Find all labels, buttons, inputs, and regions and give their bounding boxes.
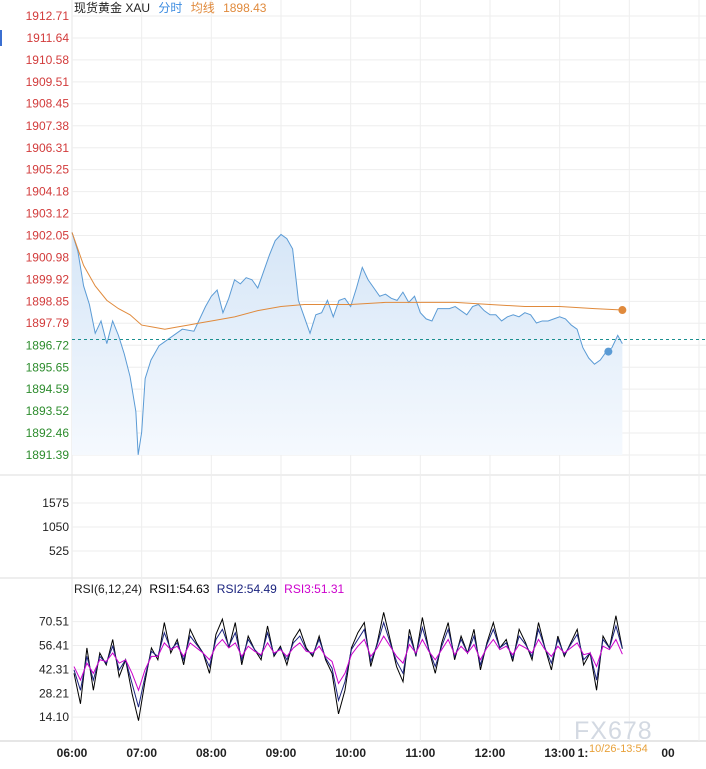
price-axis-tick: 1910.58 xyxy=(26,53,70,67)
rsi-axis-tick: 42.31 xyxy=(39,662,69,676)
price-axis-tick: 1899.92 xyxy=(26,272,70,286)
price-axis-tick: 1908.45 xyxy=(26,97,70,111)
rsi-line-rsi1[interactable] xyxy=(73,612,623,721)
price-axis-tick: 1911.64 xyxy=(27,31,70,45)
avg-label: 均线 xyxy=(190,1,215,15)
rsi1-legend: RSI1:54.63 xyxy=(149,582,210,596)
price-area xyxy=(72,232,623,455)
x-axis-tick: 13:00 xyxy=(544,746,575,760)
price-axis-tick: 1898.85 xyxy=(26,294,70,308)
price-axis-tick: 1906.31 xyxy=(26,141,70,155)
price-axis-tick: 1897.79 xyxy=(26,316,70,330)
price-axis-tick: 1900.98 xyxy=(26,251,70,265)
x-axis-tick: 11:00 xyxy=(405,746,435,760)
rsi-axis-tick: 70.51 xyxy=(39,615,69,629)
price-axis-tick: 1904.18 xyxy=(26,185,70,199)
price-axis-tick: 1892.46 xyxy=(26,426,70,440)
price-axis-tick: 1893.52 xyxy=(26,404,70,418)
price-axis-tick: 1895.65 xyxy=(26,360,70,374)
price-axis-tick: 1912.71 xyxy=(26,9,70,23)
chart-header: 现货黄金 XAU 分时 均线 1898.43 xyxy=(74,0,271,16)
price-axis-tick: 1894.59 xyxy=(26,382,70,396)
price-axis-tick: 1907.38 xyxy=(26,119,70,133)
price-axis-tick: 1905.25 xyxy=(26,163,70,177)
x-axis-tick: 06:00 xyxy=(57,746,88,760)
cursor-time-label: 10/26-13:54 xyxy=(589,742,661,756)
volume-axis-tick: 1575 xyxy=(42,496,69,510)
x-axis-tick: 12:00 xyxy=(475,746,506,760)
price-line[interactable] xyxy=(71,232,623,455)
x-axis-tick: 09:00 xyxy=(266,746,297,760)
instrument-name: 现货黄金 XAU xyxy=(74,1,151,15)
rsi-axis-tick: 56.41 xyxy=(39,639,69,653)
price-axis-tick: 1891.39 xyxy=(26,448,70,462)
volume-axis-tick: 1050 xyxy=(42,520,69,534)
rsi3-legend: RSI3:51.31 xyxy=(284,582,345,596)
x-axis-tick: 08:00 xyxy=(196,746,227,760)
avg-last-point xyxy=(618,306,627,315)
rsi-line-rsi2[interactable] xyxy=(73,620,623,708)
x-axis-tick: 1: xyxy=(578,746,589,760)
x-axis-tick: 00 xyxy=(661,746,675,760)
rsi-title: RSI(6,12,24) xyxy=(74,582,143,596)
price-axis-tick: 1896.72 xyxy=(26,338,70,352)
x-axis-tick: 10:00 xyxy=(335,746,366,760)
avg-value: 1898.43 xyxy=(223,1,267,15)
price-axis-tick: 1903.12 xyxy=(26,206,70,220)
rsi-line-rsi3[interactable] xyxy=(73,635,623,692)
volume-axis-tick: 525 xyxy=(49,544,69,558)
price-last-point xyxy=(604,347,613,356)
mode-label[interactable]: 分时 xyxy=(158,1,183,15)
rsi2-legend: RSI2:54.49 xyxy=(216,582,277,596)
rsi-axis-tick: 14.10 xyxy=(39,710,69,724)
avg-line[interactable] xyxy=(71,232,623,330)
price-axis-tick: 1909.51 xyxy=(26,75,70,89)
x-axis-tick: 07:00 xyxy=(126,746,157,760)
rsi-header: RSI(6,12,24) RSI1:54.63 RSI2:54.49 RSI3:… xyxy=(74,581,348,597)
price-axis-tick: 1902.05 xyxy=(26,229,70,243)
watermark-logo: FX678 xyxy=(574,717,653,745)
rsi-axis-tick: 28.21 xyxy=(39,686,69,700)
